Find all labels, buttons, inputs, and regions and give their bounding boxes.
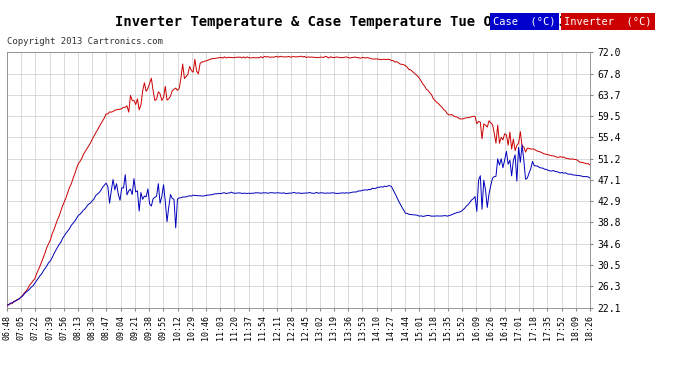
Text: Case  (°C): Case (°C) bbox=[493, 17, 556, 27]
Text: Inverter Temperature & Case Temperature Tue Oct 1 18:32: Inverter Temperature & Case Temperature … bbox=[115, 15, 575, 29]
Text: Inverter  (°C): Inverter (°C) bbox=[564, 17, 652, 27]
Text: Copyright 2013 Cartronics.com: Copyright 2013 Cartronics.com bbox=[7, 38, 163, 46]
